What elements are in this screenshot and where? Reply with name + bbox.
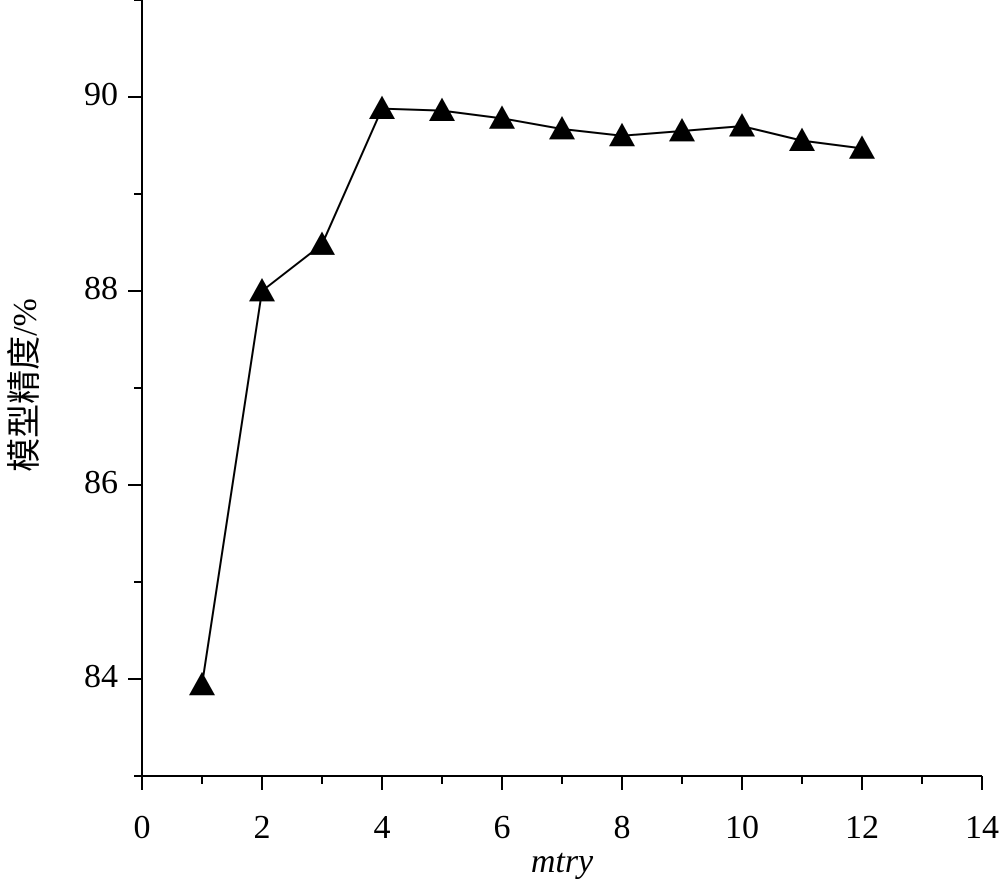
data-point (609, 122, 635, 147)
x-tick-label: 14 (965, 809, 999, 846)
x-tick-label: 12 (845, 809, 879, 846)
data-point (729, 113, 755, 137)
x-axis-label: mtry (531, 843, 594, 880)
data-point (249, 278, 275, 302)
x-tick-label: 0 (134, 809, 151, 846)
data-point (309, 231, 335, 255)
x-tick-label: 2 (254, 809, 271, 846)
data-point (189, 671, 215, 696)
data-point (849, 135, 875, 159)
x-tick-label: 10 (725, 809, 759, 846)
y-tick-label: 88 (84, 270, 118, 307)
y-tick-label: 84 (84, 658, 118, 695)
y-axis-label: 模型精度/% (6, 298, 44, 472)
data-point (489, 105, 515, 129)
data-point (789, 127, 815, 152)
data-line (201, 107, 863, 685)
x-tick-label: 6 (494, 809, 511, 846)
data-point (669, 117, 695, 142)
y-tick-label: 86 (84, 464, 118, 501)
x-tick-label: 4 (374, 809, 391, 846)
data-point (369, 95, 395, 120)
x-tick-label: 8 (614, 809, 631, 846)
y-tick-label: 90 (84, 76, 118, 113)
data-point (429, 97, 455, 121)
data-point (549, 116, 575, 140)
